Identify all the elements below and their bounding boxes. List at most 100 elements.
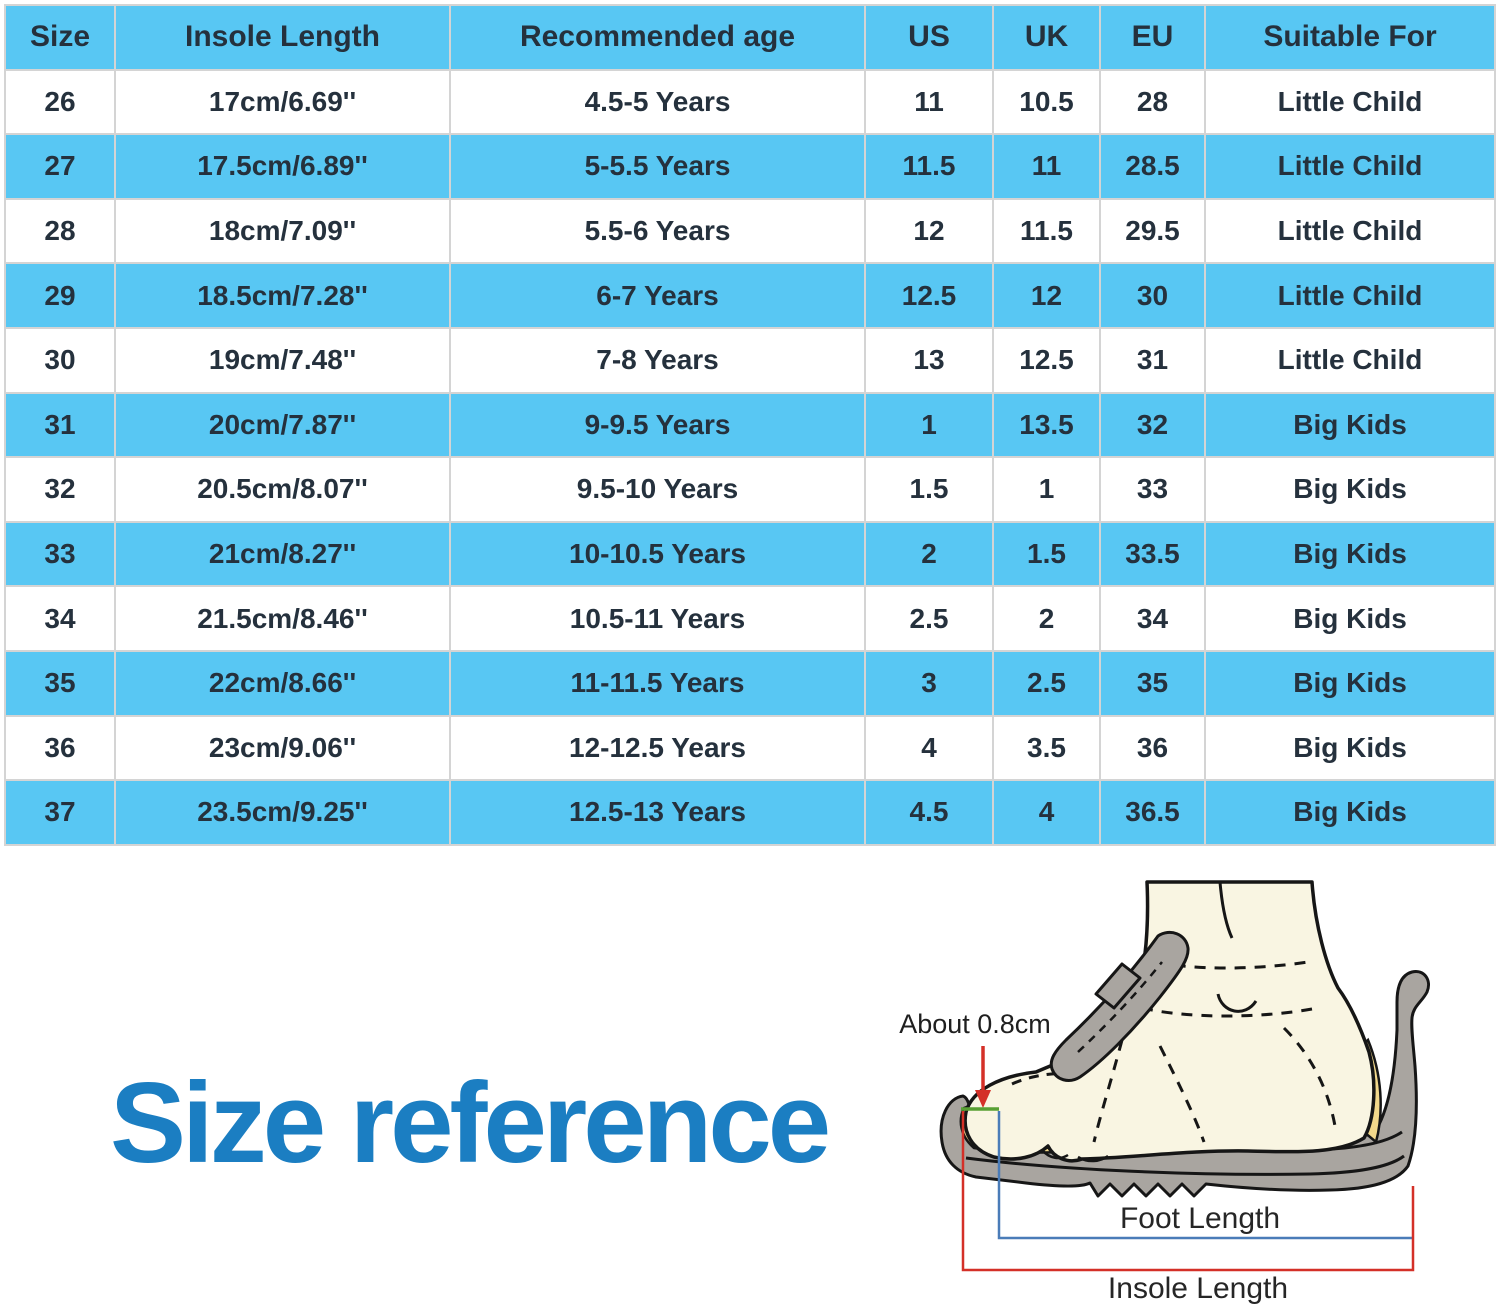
table-cell: 4.5	[864, 779, 994, 846]
table-cell: 5.5-6 Years	[449, 197, 866, 265]
ankle-bone-arc	[1216, 993, 1258, 1013]
table-row: 26 17cm/6.69'' 4.5-5 Years 11 10.5 28 Little C…	[4, 68, 1496, 136]
table-cell: 29.5	[1099, 197, 1206, 265]
column-header: Size	[4, 4, 116, 71]
toe-crease-1	[1041, 1149, 1069, 1160]
header-row: Size Insole Length Recommended age US UK EU Su…	[4, 4, 1496, 71]
table-cell: 36	[1099, 714, 1206, 782]
table-cell: Big Kids	[1204, 520, 1496, 588]
table-cell: 11.5	[864, 133, 994, 200]
table-cell: 30	[4, 326, 116, 394]
table-cell: 23.5cm/9.25''	[114, 779, 451, 846]
table-cell: 11-11.5 Years	[449, 649, 866, 717]
table-cell: Little Child	[1204, 326, 1496, 394]
column-header: Suitable For	[1204, 4, 1496, 71]
table-cell: 32	[1099, 391, 1206, 459]
column-header: US	[864, 4, 994, 71]
table-cell: 12	[864, 197, 994, 265]
strap-stitch-dashed	[1077, 961, 1163, 1053]
table-cell: 27	[4, 133, 116, 200]
table-row: 34 21.5cm/8.46'' 10.5-11 Years 2.5 2 34 Big Ki…	[4, 585, 1496, 652]
table-cell: 1.5	[864, 456, 994, 523]
table-cell: Little Child	[1204, 68, 1496, 136]
leg-top-slit	[1218, 881, 1234, 939]
table-cell: 37	[4, 779, 116, 846]
table-cell: 10.5	[992, 68, 1101, 136]
shoe-strap	[1049, 931, 1190, 1082]
table-cell: 33	[4, 520, 116, 588]
table-row: 33 21cm/8.27'' 10-10.5 Years 2 1.5 33.5 Big Ki…	[4, 520, 1496, 588]
table-cell: 6-7 Years	[449, 262, 866, 329]
table-cell: 2	[992, 585, 1101, 652]
table-cell: 17.5cm/6.89''	[114, 133, 451, 200]
table-cell: 3	[864, 649, 994, 717]
table-cell: 12.5-13 Years	[449, 779, 866, 846]
table-cell: 12-12.5 Years	[449, 714, 866, 782]
table-cell: 2.5	[992, 649, 1101, 717]
table-cell: 32	[4, 456, 116, 523]
table-cell: 4.5-5 Years	[449, 68, 866, 136]
table-cell: 36.5	[1099, 779, 1206, 846]
toe-crease-2	[1077, 1154, 1109, 1163]
column-header: UK	[992, 4, 1101, 71]
table-cell: Big Kids	[1204, 585, 1496, 652]
table-cell: 19cm/7.48''	[114, 326, 451, 394]
offset-label: About 0.8cm	[899, 1009, 1051, 1039]
table-cell: 29	[4, 262, 116, 329]
offset-arrow-head	[975, 1090, 991, 1108]
table-cell: 9-9.5 Years	[449, 391, 866, 459]
table-cell: 11.5	[992, 197, 1101, 265]
table-cell: 9.5-10 Years	[449, 456, 866, 523]
table-cell: 12	[992, 262, 1101, 329]
table-cell: 7-8 Years	[449, 326, 866, 394]
section-title: Size reference	[110, 1060, 831, 1187]
column-header: Insole Length	[114, 4, 451, 71]
strap-buckle-tab	[1094, 962, 1142, 1010]
table-cell: 20.5cm/8.07''	[114, 456, 451, 523]
table-cell: 2	[864, 520, 994, 588]
table-cell: 35	[1099, 649, 1206, 717]
table-cell: 34	[4, 585, 116, 652]
shoe-measurement-diagram: About 0.8cm Foot Length Insole Length	[899, 880, 1430, 1305]
table-cell: 33	[1099, 456, 1206, 523]
table-cell: 2.5	[864, 585, 994, 652]
table-cell: 18.5cm/7.28''	[114, 262, 451, 329]
table-cell: Big Kids	[1204, 456, 1496, 523]
table-cell: 33.5	[1099, 520, 1206, 588]
table-cell: 1	[864, 391, 994, 459]
table-cell: 12.5	[992, 326, 1101, 394]
foot-length-label: Foot Length	[1120, 1202, 1280, 1235]
table-cell: 13	[864, 326, 994, 394]
table-cell: 11	[992, 133, 1101, 200]
table-cell: 18cm/7.09''	[114, 197, 451, 265]
table-cell: Little Child	[1204, 262, 1496, 329]
size-table: Size Insole Length Recommended age US UK EU Su…	[4, 4, 1496, 846]
table-cell: 12.5	[864, 262, 994, 329]
ankle-dashed-line-2	[1141, 1006, 1313, 1018]
table-row: 37 23.5cm/9.25'' 12.5-13 Years 4.5 4 36.5 Big …	[4, 779, 1496, 846]
table-row: 30 19cm/7.48'' 7-8 Years 13 12.5 31 Little Chi…	[4, 326, 1496, 394]
table-body: 26 17cm/6.69'' 4.5-5 Years 11 10.5 28 Little C…	[4, 68, 1496, 846]
table-cell: Little Child	[1204, 133, 1496, 200]
table-cell: 10-10.5 Years	[449, 520, 866, 588]
table-cell: 21cm/8.27''	[114, 520, 451, 588]
column-header: EU	[1099, 4, 1206, 71]
table-cell: Big Kids	[1204, 391, 1496, 459]
table-cell: Big Kids	[1204, 649, 1496, 717]
table-cell: 26	[4, 68, 116, 136]
table-cell: 28	[1099, 68, 1206, 136]
insole-length-bracket	[961, 1111, 1415, 1272]
table-cell: Big Kids	[1204, 779, 1496, 846]
table-cell: 31	[1099, 326, 1206, 394]
sole-layer-line-lower	[965, 1154, 1405, 1176]
table-cell: 13.5	[992, 391, 1101, 459]
column-header: Recommended age	[449, 4, 866, 71]
table-row: 28 18cm/7.09'' 5.5-6 Years 12 11.5 29.5 Little…	[4, 197, 1496, 265]
table-cell: 11	[864, 68, 994, 136]
heel-dashed-seam	[1282, 1026, 1338, 1133]
table-cell: 4	[864, 714, 994, 782]
table-cell: 1.5	[992, 520, 1101, 588]
table-cell: 4	[992, 779, 1101, 846]
table-cell: 10.5-11 Years	[449, 585, 866, 652]
foot-length-bracket	[997, 1111, 1412, 1240]
